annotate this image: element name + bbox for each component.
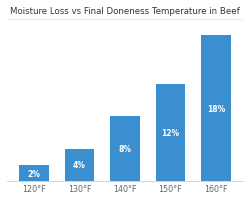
Title: Moisture Loss vs Final Doneness Temperature in Beef: Moisture Loss vs Final Doneness Temperat… xyxy=(10,7,240,16)
Text: 2%: 2% xyxy=(28,169,41,178)
Bar xyxy=(110,117,140,181)
Bar xyxy=(65,149,94,181)
Text: 4%: 4% xyxy=(73,161,86,170)
Bar xyxy=(156,84,185,181)
Bar xyxy=(201,36,230,181)
Text: 8%: 8% xyxy=(118,144,132,153)
Text: 18%: 18% xyxy=(207,104,225,113)
Text: 12%: 12% xyxy=(161,128,180,137)
Bar xyxy=(20,165,49,181)
